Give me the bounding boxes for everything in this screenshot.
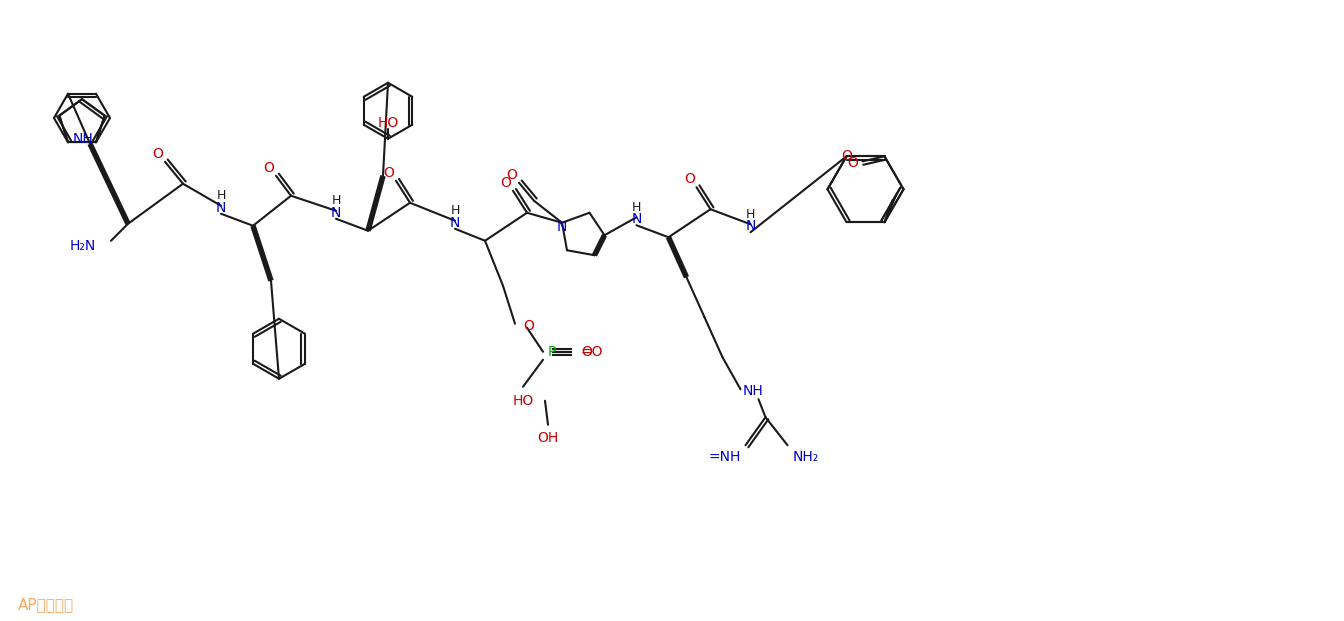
- Text: O: O: [523, 319, 534, 333]
- Text: H₂N: H₂N: [70, 238, 97, 253]
- Text: NH: NH: [742, 384, 763, 398]
- Text: NH: NH: [73, 132, 93, 147]
- Text: P: P: [548, 345, 556, 359]
- Text: O: O: [684, 172, 695, 186]
- Text: HO: HO: [512, 394, 534, 408]
- Text: N: N: [450, 215, 460, 230]
- Text: AP专肽生物: AP专肽生物: [17, 597, 74, 612]
- Text: =NH: =NH: [708, 450, 741, 465]
- Text: O: O: [263, 161, 274, 175]
- Text: O: O: [841, 149, 852, 163]
- Text: H: H: [632, 201, 641, 214]
- Text: N: N: [746, 219, 755, 233]
- Text: O: O: [507, 168, 517, 182]
- Text: O: O: [581, 345, 591, 359]
- Text: O: O: [847, 156, 857, 170]
- Text: H: H: [746, 208, 755, 220]
- Text: H: H: [332, 194, 340, 207]
- Text: N: N: [632, 212, 641, 226]
- Text: =O: =O: [581, 345, 603, 359]
- Text: OH: OH: [538, 431, 559, 445]
- Text: N: N: [556, 220, 567, 233]
- Text: O: O: [500, 176, 512, 190]
- Text: O: O: [153, 147, 164, 161]
- Text: O: O: [383, 166, 394, 179]
- Text: HO: HO: [378, 116, 399, 130]
- Text: N: N: [216, 201, 226, 215]
- Text: H: H: [216, 189, 226, 202]
- Text: N: N: [331, 206, 341, 220]
- Text: NH₂: NH₂: [793, 450, 818, 465]
- Text: H: H: [450, 204, 460, 217]
